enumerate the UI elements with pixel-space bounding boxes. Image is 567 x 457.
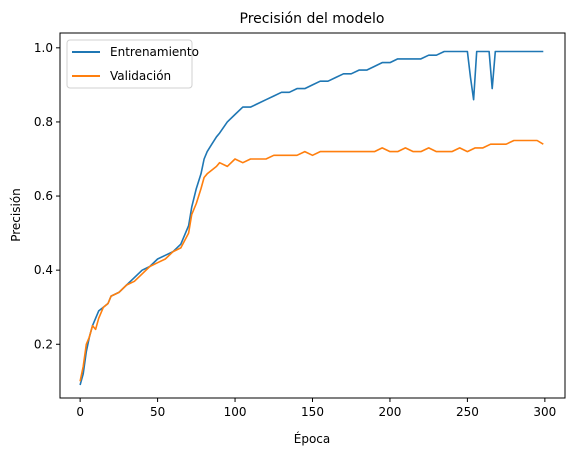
y-tick-label: 0.8 bbox=[34, 115, 53, 129]
y-tick-label: 0.4 bbox=[34, 263, 53, 277]
x-tick-label: 100 bbox=[224, 405, 247, 419]
x-axis-label: Época bbox=[294, 431, 331, 446]
x-tick-label: 300 bbox=[533, 405, 556, 419]
x-tick-label: 200 bbox=[379, 405, 402, 419]
x-tick-label: 150 bbox=[301, 405, 324, 419]
y-axis: 0.2 0.4 0.6 0.8 1.0 bbox=[34, 41, 60, 351]
series-line-entrenamiento bbox=[79, 50, 544, 386]
x-tick-label: 250 bbox=[456, 405, 479, 419]
y-axis-label: Precisión bbox=[9, 188, 23, 242]
chart-title: Precisión del modelo bbox=[240, 11, 385, 27]
legend-label-validacion: Validación bbox=[110, 69, 171, 83]
legend: Entrenamiento Validación bbox=[66, 39, 199, 89]
legend-label-entrenamiento: Entrenamiento bbox=[110, 45, 199, 59]
y-tick-label: 0.6 bbox=[34, 189, 53, 203]
x-axis: 0 50 100 150 200 250 300 bbox=[76, 398, 556, 419]
y-tick-label: 1.0 bbox=[34, 41, 53, 55]
series-group bbox=[79, 50, 544, 386]
x-tick-label: 50 bbox=[150, 405, 165, 419]
y-tick-label: 0.2 bbox=[34, 337, 53, 351]
series-line-validacion bbox=[79, 139, 544, 382]
x-tick-label: 0 bbox=[76, 405, 84, 419]
plot-frame bbox=[59, 32, 566, 399]
